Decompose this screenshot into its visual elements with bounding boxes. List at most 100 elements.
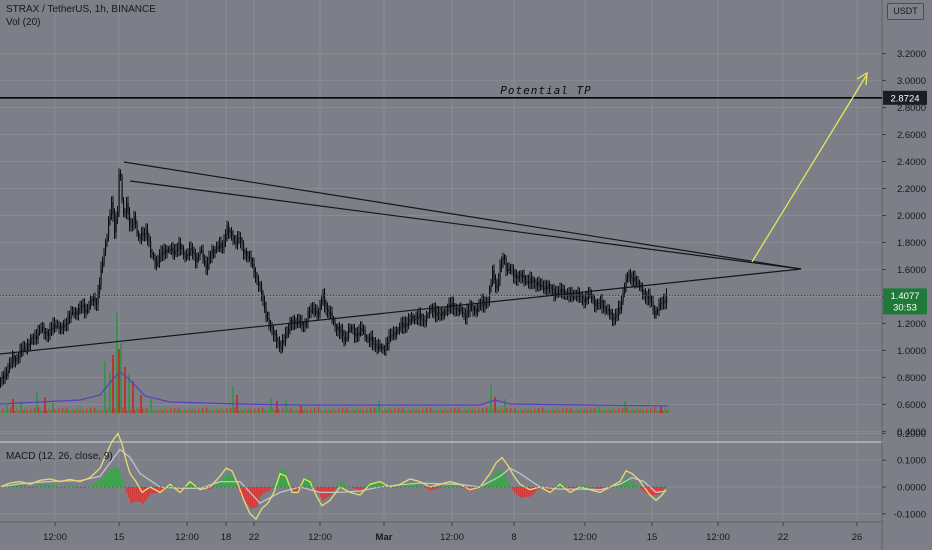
- price-candle-body: [283, 340, 285, 343]
- volume-bar: [300, 405, 302, 413]
- volume-bar: [482, 408, 484, 413]
- volume-bar: [396, 410, 398, 413]
- volume-bar: [414, 409, 416, 413]
- price-candle-body: [450, 303, 452, 308]
- price-tick-label: 0.6000: [897, 400, 926, 411]
- price-candle-body: [666, 294, 668, 304]
- price-candle-body: [445, 311, 447, 313]
- macd-histogram-bar: [308, 478, 310, 487]
- price-candle-body: [99, 284, 101, 292]
- macd-histogram-bar: [516, 487, 518, 495]
- price-candle-body: [154, 257, 156, 266]
- macd-histogram-bar: [210, 487, 212, 490]
- price-candle-body: [454, 308, 456, 311]
- volume-bar: [96, 409, 98, 413]
- macd-histogram-bar: [304, 477, 306, 487]
- volume-bar: [358, 409, 360, 413]
- volume-bar: [484, 409, 486, 413]
- macd-histogram-bar: [46, 484, 48, 487]
- macd-histogram-bar: [236, 485, 238, 487]
- macd-histogram-bar: [502, 469, 504, 487]
- macd-histogram-bar: [334, 487, 336, 490]
- price-candle-body: [48, 333, 50, 336]
- current-price-label: 1.4077: [890, 291, 919, 302]
- volume-bar: [108, 407, 110, 413]
- currency-label[interactable]: USDT: [887, 3, 924, 20]
- price-axis[interactable]: 3.2000 3.0000 2.8000 2.6000 2.4000 2.2000 2.00…: [882, 0, 932, 550]
- volume-bar: [640, 407, 642, 413]
- macd-histogram-bar: [522, 487, 524, 498]
- time-axis[interactable]: 12:00 15 12:00 18 22 12:00 Mar 12:00 8 12:00 15 12:…: [43, 522, 862, 543]
- projection-arrow-line: [751, 75, 867, 263]
- price-tick-label: 2.6000: [897, 130, 926, 141]
- volume-bar: [68, 409, 70, 413]
- volume-bar: [544, 409, 546, 413]
- symbol-title[interactable]: STRAX / TetherUS, 1h, BINANCE: [6, 4, 156, 15]
- macd-histogram-bar: [68, 486, 70, 487]
- macd-histogram-bar: [188, 482, 190, 487]
- price-candle-body: [193, 252, 195, 255]
- volume-bar: [524, 408, 526, 413]
- price-candle-body: [345, 337, 347, 342]
- price-candle-body: [513, 270, 515, 278]
- price-candle-body: [496, 285, 498, 289]
- price-candle-body: [6, 373, 8, 376]
- price-candle-body: [388, 335, 390, 344]
- volume-bar: [50, 409, 52, 413]
- price-candle-body: [648, 295, 650, 299]
- time-tick-label: 15: [114, 532, 125, 543]
- price-candle-body: [331, 312, 333, 321]
- price-candle-body: [564, 289, 566, 294]
- price-candle-body: [237, 237, 239, 246]
- volume-bar: [298, 410, 300, 413]
- price-candle-body: [27, 343, 29, 351]
- volume-bar: [180, 409, 182, 413]
- macd-histogram-bar: [630, 480, 632, 487]
- macd-histogram-bar: [244, 487, 246, 502]
- volume-bar: [392, 411, 394, 413]
- price-candle-body: [423, 319, 425, 321]
- volume-indicator-label[interactable]: Vol (20): [6, 17, 41, 28]
- macd-histogram-bar: [360, 487, 362, 492]
- price-candle-body: [627, 275, 629, 278]
- price-candle-body: [414, 318, 416, 321]
- price-candle-body: [595, 302, 597, 307]
- volume-bar: [206, 407, 208, 413]
- volume-bar: [362, 409, 364, 413]
- price-candle-body: [87, 309, 89, 311]
- macd-histogram-bar: [352, 487, 354, 489]
- price-candle-body: [228, 225, 230, 233]
- volume-bar: [302, 409, 304, 413]
- volume-bar: [308, 411, 310, 413]
- price-candle-body: [289, 320, 291, 328]
- volume-bar: [588, 411, 590, 413]
- price-candle-body: [178, 242, 180, 250]
- price-candle-body: [12, 355, 14, 363]
- price-candle-body: [432, 309, 434, 313]
- macd-histogram-bar: [218, 483, 220, 487]
- volume-bar: [458, 407, 460, 413]
- volume-bar: [660, 407, 662, 413]
- macd-histogram-bar: [486, 482, 488, 487]
- volume-bar: [454, 408, 456, 413]
- macd-histogram-bar: [574, 487, 576, 489]
- macd-histogram-bar: [564, 485, 566, 487]
- macd-indicator-label[interactable]: MACD (12, 26, close, 9): [6, 451, 113, 462]
- volume-bar: [508, 410, 510, 413]
- volume-bar: [548, 408, 550, 413]
- price-candle-body: [238, 237, 240, 239]
- macd-histogram-bar: [594, 487, 596, 489]
- macd-histogram-bar: [412, 482, 414, 487]
- price-candle-body: [220, 243, 222, 249]
- volume-bar: [418, 409, 420, 413]
- volume-bar: [628, 409, 630, 413]
- macd-histogram-bar: [190, 480, 192, 487]
- volume-bar: [448, 411, 450, 413]
- macd-histogram-bar: [532, 487, 534, 495]
- price-candle-body: [622, 292, 624, 302]
- volume-bar: [506, 408, 508, 413]
- price-candle-body: [342, 330, 344, 337]
- macd-histogram-bar: [374, 482, 376, 487]
- drawings-overlay[interactable]: Potential TP: [0, 71, 882, 355]
